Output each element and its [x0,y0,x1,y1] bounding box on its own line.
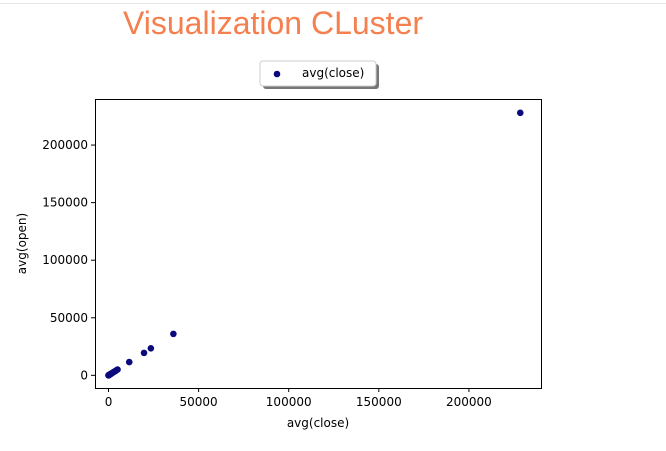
page-title: Visualization CLuster [123,5,424,41]
y-tick-label: 200000 [42,138,88,152]
y-tick-label: 150000 [42,196,88,210]
legend: avg(close) [259,60,379,89]
legend-entry: avg(close) [302,66,364,80]
y-tick-label: 0 [80,368,88,382]
y-axis-label: avg(open) [15,213,29,274]
data-point [147,344,155,352]
data-points [105,109,524,379]
data-point [140,349,148,357]
y-tick-label: 100000 [42,253,88,267]
data-point [114,366,121,373]
legend-box [259,60,377,87]
data-point [125,358,133,366]
x-tick-label: 50000 [180,395,218,409]
x-tick-label: 200000 [446,395,492,409]
x-tick-label: 150000 [356,395,402,409]
data-point [170,330,177,338]
top-divider [0,3,666,4]
data-point [516,109,524,117]
x-tick-label: 0 [105,395,113,409]
y-tick-label: 50000 [50,311,88,325]
y-axis-ticks: 0 50000 100000 150000 200000 [42,138,95,382]
legend-marker [273,70,281,78]
plot-area [95,99,542,389]
x-axis-label: avg(close) [287,416,349,430]
x-tick-label: 100000 [266,395,312,409]
x-axis-ticks: 0 50000 100000 150000 200000 [105,388,492,409]
